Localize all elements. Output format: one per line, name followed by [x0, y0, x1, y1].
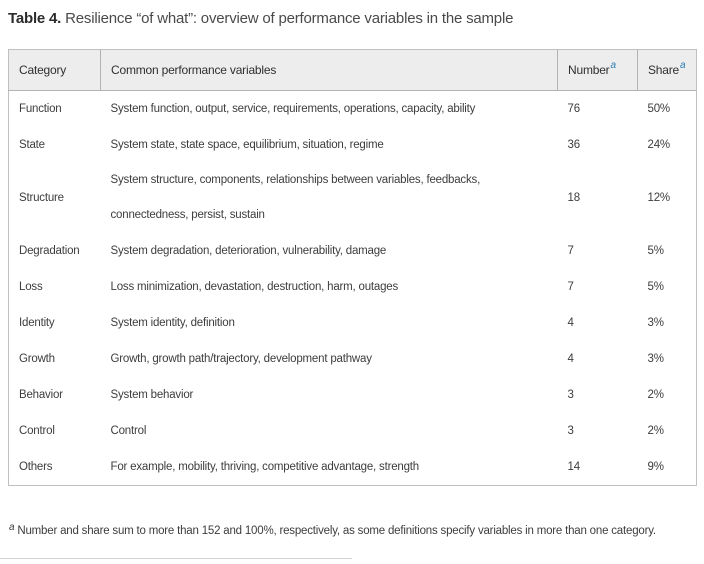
- footnote-text: Number and share sum to more than 152 an…: [17, 525, 656, 537]
- table-caption-text: Resilience “of what”: overview of perfor…: [65, 10, 514, 27]
- cell-variables: System structure, components, relationsh…: [100, 163, 558, 233]
- col-header-share-label: Share: [648, 63, 680, 77]
- cell-variables: System behavior: [100, 377, 558, 413]
- table-row-state: State System state, state space, equilib…: [8, 127, 697, 163]
- cell-number: 14: [557, 449, 638, 486]
- footnote-marker: a: [9, 522, 15, 533]
- table-section: Table 4. Resilience “of what”: overview o…: [8, 10, 697, 546]
- cell-number: 3: [557, 377, 638, 413]
- footnote-ref-share[interactable]: a: [680, 60, 686, 71]
- cell-number: 76: [557, 90, 638, 127]
- header-row: Category Common performance variables Nu…: [8, 49, 697, 91]
- cell-variables: System state, state space, equilibrium, …: [100, 127, 558, 163]
- table-footnote: a Number and share sum to more than 152 a…: [9, 517, 657, 546]
- table-row-function: Function System function, output, servic…: [8, 90, 697, 127]
- cell-share: 5%: [637, 269, 697, 305]
- table-row-identity: Identity System identity, definition 4 3…: [8, 305, 697, 341]
- cell-share: 2%: [637, 377, 697, 413]
- cell-share: 3%: [637, 305, 697, 341]
- cell-number: 7: [557, 233, 638, 269]
- table-row-others: Others For example, mobility, thriving, …: [8, 449, 697, 486]
- cell-variables: Loss minimization, devastation, destruct…: [100, 269, 558, 305]
- cell-variables: System function, output, service, requir…: [100, 90, 558, 127]
- cell-category: Structure: [8, 163, 101, 233]
- col-header-variables-label: Common performance variables: [111, 63, 277, 77]
- col-header-number-label: Number: [568, 63, 610, 77]
- table-row-structure: Structure System structure, components, …: [8, 163, 697, 233]
- table-row-growth: Growth Growth, growth path/trajectory, d…: [8, 341, 697, 377]
- cell-category: Degradation: [8, 233, 101, 269]
- cell-number: 4: [557, 305, 638, 341]
- cell-category: Function: [8, 90, 101, 127]
- table-row-control: Control Control 3 2%: [8, 413, 697, 449]
- col-header-category-label: Category: [19, 63, 67, 77]
- footnote-ref-number[interactable]: a: [610, 60, 616, 71]
- cell-share: 9%: [637, 449, 697, 486]
- cell-share: 50%: [637, 90, 697, 127]
- performance-variables-table: Category Common performance variables Nu…: [8, 49, 697, 486]
- table-row-loss: Loss Loss minimization, devastation, des…: [8, 269, 697, 305]
- cell-category: State: [8, 127, 101, 163]
- cell-share: 5%: [637, 233, 697, 269]
- cell-variables: Control: [100, 413, 558, 449]
- cell-category: Identity: [8, 305, 101, 341]
- col-header-number: Numbera: [557, 49, 638, 91]
- cell-variables: Growth, growth path/trajectory, developm…: [100, 341, 558, 377]
- table-caption-label: Table 4.: [8, 10, 62, 27]
- cell-share: 2%: [637, 413, 697, 449]
- cell-number: 7: [557, 269, 638, 305]
- cell-number: 36: [557, 127, 638, 163]
- cell-category: Others: [8, 449, 101, 486]
- col-header-share: Sharea: [637, 49, 697, 91]
- col-header-variables: Common performance variables: [100, 49, 558, 91]
- cell-share: 12%: [637, 163, 697, 233]
- section-divider: [0, 558, 352, 559]
- col-header-category: Category: [8, 49, 101, 91]
- table-caption: Table 4. Resilience “of what”: overview o…: [8, 10, 696, 28]
- cell-variables: System degradation, deterioration, vulne…: [100, 233, 558, 269]
- cell-number: 18: [557, 163, 638, 233]
- cell-category: Growth: [8, 341, 101, 377]
- cell-share: 3%: [637, 341, 697, 377]
- cell-number: 3: [557, 413, 638, 449]
- cell-category: Loss: [8, 269, 101, 305]
- table-row-behavior: Behavior System behavior 3 2%: [8, 377, 697, 413]
- cell-category: Control: [8, 413, 101, 449]
- cell-variables: For example, mobility, thriving, competi…: [100, 449, 558, 486]
- cell-category: Behavior: [8, 377, 101, 413]
- cell-number: 4: [557, 341, 638, 377]
- table-row-degradation: Degradation System degradation, deterior…: [8, 233, 697, 269]
- cell-share: 24%: [637, 127, 697, 163]
- cell-variables: System identity, definition: [100, 305, 558, 341]
